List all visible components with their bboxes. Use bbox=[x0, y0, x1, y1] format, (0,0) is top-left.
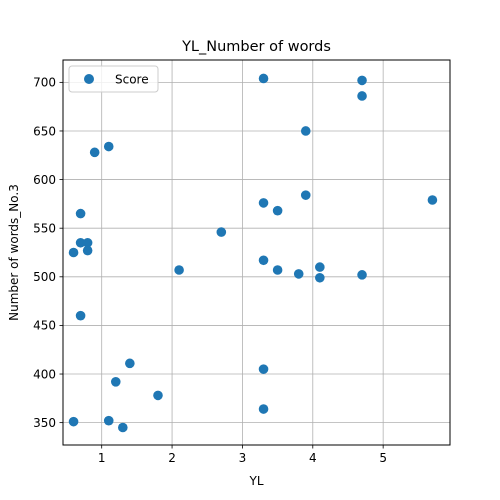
data-point bbox=[82, 237, 93, 248]
data-point bbox=[258, 364, 269, 374]
data-point bbox=[315, 262, 325, 272]
data-point bbox=[427, 195, 438, 205]
data-point bbox=[153, 390, 163, 401]
data-point bbox=[258, 198, 269, 208]
data-point bbox=[258, 255, 269, 266]
data-points bbox=[68, 73, 438, 433]
x-tick-label: 4 bbox=[309, 451, 317, 465]
legend-box bbox=[68, 65, 159, 93]
data-point bbox=[357, 91, 367, 101]
plot-frame bbox=[62, 59, 451, 446]
data-point bbox=[75, 237, 86, 248]
data-point bbox=[315, 272, 325, 283]
data-point bbox=[125, 358, 135, 369]
y-axis-label: Number of words_No.3 bbox=[7, 184, 21, 321]
data-point bbox=[103, 141, 114, 152]
y-tick-label: 700 bbox=[33, 76, 56, 90]
data-point bbox=[293, 269, 304, 279]
chart-title: YL_Number of words bbox=[181, 39, 331, 55]
data-point bbox=[174, 265, 184, 275]
y-tick-label: 500 bbox=[33, 270, 56, 284]
legend: Score bbox=[68, 65, 159, 93]
x-tick-label: 1 bbox=[98, 451, 106, 465]
data-point bbox=[75, 208, 86, 219]
data-point bbox=[357, 270, 367, 280]
data-point bbox=[68, 247, 79, 258]
data-point bbox=[258, 73, 269, 84]
y-tick-label: 400 bbox=[33, 367, 56, 381]
axis-ticks: 1 2 3 4 5 350 400 450 500 550 600 650 700 bbox=[33, 76, 387, 465]
data-point bbox=[82, 245, 93, 256]
y-tick-label: 550 bbox=[33, 221, 56, 235]
y-tick-label: 650 bbox=[33, 124, 56, 138]
data-point bbox=[103, 415, 114, 426]
data-point bbox=[118, 422, 128, 433]
data-point bbox=[110, 377, 121, 387]
data-point bbox=[68, 416, 79, 427]
x-tick-label: 2 bbox=[168, 451, 176, 465]
data-point bbox=[357, 75, 367, 86]
y-tick-label: 450 bbox=[33, 319, 56, 333]
plot-area bbox=[63, 60, 450, 445]
data-point bbox=[258, 404, 269, 414]
y-tick-label: 600 bbox=[33, 173, 56, 187]
data-point bbox=[272, 265, 283, 275]
legend-label-score: Score bbox=[115, 73, 149, 87]
data-point bbox=[89, 147, 100, 158]
legend-marker bbox=[84, 74, 94, 84]
y-tick-label: 350 bbox=[33, 416, 56, 430]
x-tick-label: 3 bbox=[239, 451, 247, 465]
data-point bbox=[272, 205, 283, 216]
data-point bbox=[300, 126, 311, 136]
data-point bbox=[300, 190, 311, 200]
x-tick-label: 5 bbox=[379, 451, 387, 465]
data-point bbox=[75, 310, 86, 321]
x-axis-label: YL bbox=[248, 474, 263, 488]
data-point bbox=[216, 227, 227, 237]
grid bbox=[63, 60, 450, 445]
